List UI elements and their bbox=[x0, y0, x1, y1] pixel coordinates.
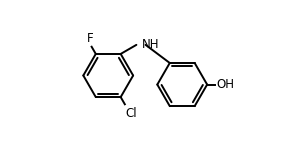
Text: OH: OH bbox=[216, 78, 234, 91]
Text: F: F bbox=[87, 32, 93, 45]
Text: NH: NH bbox=[142, 38, 159, 51]
Text: Cl: Cl bbox=[125, 107, 137, 120]
